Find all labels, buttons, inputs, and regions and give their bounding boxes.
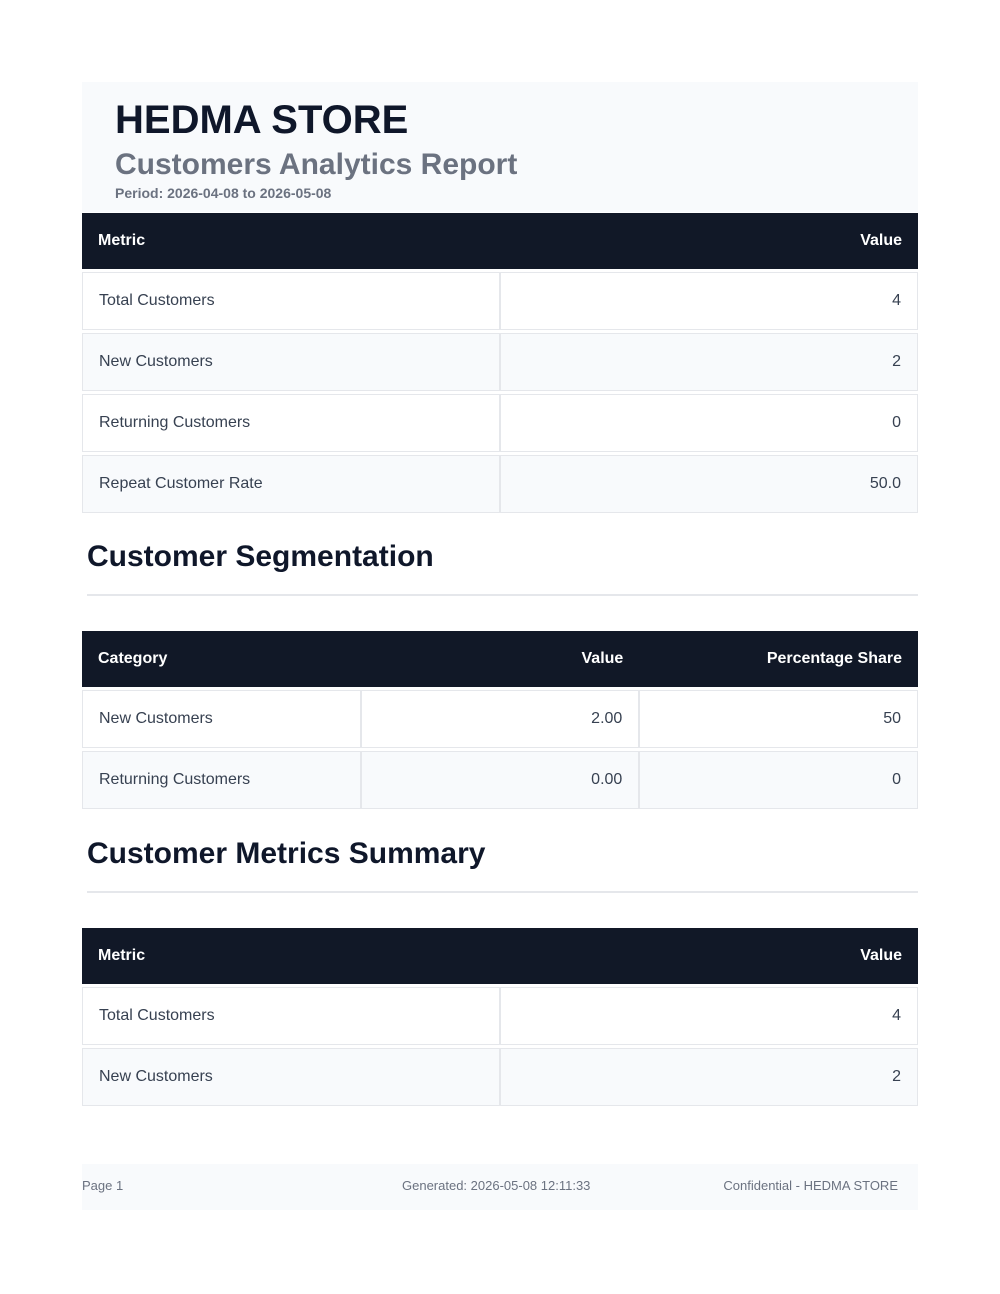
table-row: Total Customers 4 <box>82 987 918 1045</box>
table-cell: 0.00 <box>360 751 640 809</box>
column-header: Category <box>82 631 361 687</box>
table-cell: New Customers <box>82 333 500 391</box>
metrics-table: Metric Value Total Customers 4 New Customers… <box>82 925 918 1109</box>
confidential-note: Confidential - HEDMA STORE <box>723 1178 898 1193</box>
table-body: Total Customers 4 New Customers 2 Returning … <box>82 272 918 513</box>
table-cell: 4 <box>500 272 918 330</box>
header-row: Metric Value <box>82 928 918 984</box>
page-number: Page 1 <box>82 1178 124 1193</box>
table-cell: 0 <box>639 751 918 809</box>
report-subtitle: Customers Analytics Report <box>115 148 518 181</box>
divider <box>87 891 918 893</box>
table-cell: 50 <box>639 690 918 748</box>
table: Metric Value Total Customers 4 New Customers… <box>82 210 918 516</box>
column-header: Percentage Share <box>639 631 918 687</box>
table-cell: Repeat Customer Rate <box>82 455 500 513</box>
table-row: New Customers 2 <box>82 1048 918 1106</box>
table-row: Total Customers 4 <box>82 272 918 330</box>
store-title: HEDMA STORE <box>115 98 409 142</box>
table-row: Repeat Customer Rate 50.0 <box>82 455 918 513</box>
table-cell: 2.00 <box>360 690 640 748</box>
header-row: Category Value Percentage Share <box>82 631 918 687</box>
section-heading: Customer Metrics Summary <box>87 837 486 870</box>
table-cell: 0 <box>500 394 918 452</box>
table-cell: New Customers <box>82 690 361 748</box>
table-cell: New Customers <box>82 1048 500 1106</box>
column-header: Value <box>500 928 918 984</box>
table-cell: Total Customers <box>82 272 500 330</box>
table-row: New Customers 2 <box>82 333 918 391</box>
table: Category Value Percentage Share New Custome… <box>82 628 918 812</box>
section: Customer Segmentation <box>82 537 918 577</box>
table-cell: 2 <box>500 333 918 391</box>
table: Metric Value Total Customers 4 New Customers… <box>82 925 918 1109</box>
table-cell: Returning Customers <box>82 751 361 809</box>
footer: Page 1 Generated: 2026-05-08 12:11:33 Co… <box>82 1164 918 1210</box>
table-cell: 4 <box>500 987 918 1045</box>
table-row: Returning Customers 0.00 0 <box>82 751 918 809</box>
divider <box>87 594 918 596</box>
column-header: Value <box>360 631 640 687</box>
table-head: Metric Value <box>82 213 918 269</box>
generated-at: Generated: 2026-05-08 12:11:33 <box>402 1178 591 1193</box>
table-head: Metric Value <box>82 928 918 984</box>
section: Customer Metrics Summary <box>82 834 918 874</box>
table-cell: 50.0 <box>500 455 918 513</box>
summary-table: Metric Value Total Customers 4 New Customers… <box>82 210 918 516</box>
column-header: Metric <box>82 928 500 984</box>
table-cell: 2 <box>500 1048 918 1106</box>
column-header: Metric <box>82 213 500 269</box>
report-header: HEDMA STORE Customers Analytics Report P… <box>82 82 918 212</box>
section-heading: Customer Segmentation <box>87 540 434 573</box>
table-body: New Customers 2.00 50 Returning Customers 0.… <box>82 690 918 809</box>
column-header: Value <box>500 213 918 269</box>
table-row: New Customers 2.00 50 <box>82 690 918 748</box>
report-period: Period: 2026-04-08 to 2026-05-08 <box>115 185 332 201</box>
table-cell: Total Customers <box>82 987 500 1045</box>
table-head: Category Value Percentage Share <box>82 631 918 687</box>
segmentation-table: Category Value Percentage Share New Custome… <box>82 628 918 812</box>
table-body: Total Customers 4 New Customers 2 <box>82 987 918 1106</box>
table-cell: Returning Customers <box>82 394 500 452</box>
header-row: Metric Value <box>82 213 918 269</box>
table-row: Returning Customers 0 <box>82 394 918 452</box>
